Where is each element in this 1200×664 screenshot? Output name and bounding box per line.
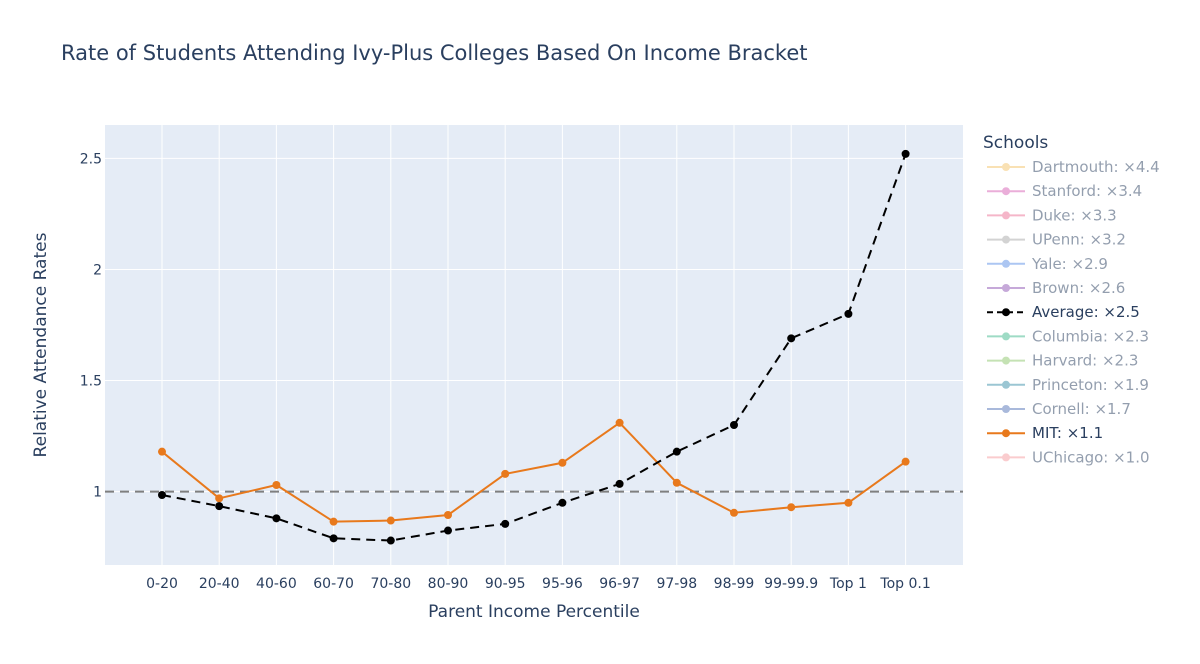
x-tick-label: 40-60 bbox=[256, 576, 297, 592]
x-tick-label: Top 1 bbox=[829, 576, 867, 592]
legend-label: Duke: ×3.3 bbox=[1032, 206, 1117, 224]
legend-swatch-marker bbox=[1002, 163, 1010, 171]
legend-item[interactable]: Harvard: ×2.3 bbox=[987, 352, 1138, 370]
data-point bbox=[444, 526, 452, 535]
x-tick-label: Top 0.1 bbox=[879, 576, 930, 592]
legend-item[interactable]: Princeton: ×1.9 bbox=[987, 376, 1149, 394]
data-point bbox=[615, 479, 624, 488]
y-tick-label: 1.5 bbox=[80, 374, 102, 390]
legend-label: UChicago: ×1.0 bbox=[1032, 448, 1150, 466]
legend-label: Average: ×2.5 bbox=[1032, 303, 1140, 321]
legend-item[interactable]: Columbia: ×2.3 bbox=[987, 327, 1149, 345]
legend-swatch-marker bbox=[1002, 380, 1010, 389]
data-point bbox=[329, 517, 338, 526]
x-tick-label: 99-99.9 bbox=[764, 576, 818, 592]
legend-item[interactable]: Cornell: ×1.7 bbox=[987, 400, 1131, 418]
legend-swatch-marker bbox=[1002, 429, 1010, 438]
y-tick-label: 1 bbox=[93, 485, 102, 501]
data-point bbox=[272, 481, 281, 489]
data-point bbox=[901, 457, 910, 466]
legend-swatch-marker bbox=[1002, 356, 1010, 365]
x-tick-label: 90-95 bbox=[485, 576, 526, 592]
data-point bbox=[444, 511, 452, 519]
data-point bbox=[672, 447, 681, 456]
legend-swatch-marker bbox=[1002, 308, 1010, 317]
data-point bbox=[787, 334, 796, 343]
legend-label: Princeton: ×1.9 bbox=[1032, 376, 1149, 394]
x-tick-label: 80-90 bbox=[428, 576, 469, 592]
data-point bbox=[844, 498, 853, 507]
legend: Dartmouth: ×4.4 Stanford: ×3.4 Duke: ×3.3 U… bbox=[987, 158, 1160, 466]
data-point bbox=[615, 418, 624, 427]
x-tick-label: 97-98 bbox=[656, 576, 697, 592]
legend-swatch-marker bbox=[1002, 187, 1010, 196]
legend-item[interactable]: MIT: ×1.1 bbox=[987, 424, 1103, 442]
legend-label: Harvard: ×2.3 bbox=[1032, 352, 1138, 370]
data-point bbox=[158, 491, 166, 499]
legend-label: Stanford: ×3.4 bbox=[1032, 182, 1142, 200]
series-line bbox=[161, 153, 907, 542]
data-point bbox=[501, 519, 510, 528]
legend-item[interactable]: Dartmouth: ×4.4 bbox=[987, 158, 1160, 176]
legend-swatch-marker bbox=[1002, 453, 1010, 462]
data-point bbox=[215, 502, 224, 511]
y-tick-label: 2.5 bbox=[80, 151, 102, 167]
x-tick-label: 70-80 bbox=[370, 576, 411, 592]
series-average bbox=[158, 149, 910, 545]
data-point bbox=[844, 309, 853, 318]
chart-title: Rate of Students Attending Ivy-Plus Coll… bbox=[61, 41, 807, 65]
legend-swatch-marker bbox=[1002, 284, 1010, 292]
legend-swatch-marker bbox=[1002, 332, 1010, 341]
legend-item[interactable]: Brown: ×2.6 bbox=[987, 279, 1125, 297]
data-point bbox=[672, 478, 681, 487]
legend-label: Yale: ×2.9 bbox=[1031, 255, 1108, 273]
x-axis-title: Parent Income Percentile bbox=[428, 602, 640, 622]
x-tick-label: 20-40 bbox=[199, 576, 240, 592]
x-tick-label: 98-99 bbox=[714, 576, 755, 592]
legend-item[interactable]: UChicago: ×1.0 bbox=[987, 448, 1150, 466]
legend-swatch-marker bbox=[1002, 235, 1010, 244]
legend-item[interactable]: Stanford: ×3.4 bbox=[987, 182, 1142, 200]
legend-item[interactable]: Yale: ×2.9 bbox=[987, 255, 1108, 273]
data-point bbox=[158, 447, 166, 456]
y-axis-title: Relative Attendance Rates bbox=[31, 232, 51, 457]
legend-swatch-marker bbox=[1002, 405, 1010, 413]
legend-swatch-marker bbox=[1002, 259, 1010, 268]
data-point bbox=[901, 149, 910, 158]
series-line bbox=[161, 421, 907, 523]
x-tick-label: 95-96 bbox=[542, 576, 583, 592]
plot-area bbox=[105, 125, 963, 565]
data-point bbox=[329, 534, 338, 543]
legend-label: Columbia: ×2.3 bbox=[1032, 327, 1149, 345]
data-point bbox=[558, 458, 567, 467]
legend-label: Brown: ×2.6 bbox=[1032, 279, 1125, 297]
x-tick-label: 0-20 bbox=[146, 576, 178, 592]
data-point bbox=[787, 503, 796, 512]
legend-label: Dartmouth: ×4.4 bbox=[1032, 158, 1160, 176]
x-tick-label: 60-70 bbox=[313, 576, 354, 592]
data-point bbox=[730, 508, 738, 517]
legend-swatch-marker bbox=[1002, 211, 1010, 220]
legend-label: MIT: ×1.1 bbox=[1032, 424, 1103, 442]
data-point bbox=[272, 514, 281, 523]
data-point bbox=[558, 498, 567, 507]
data-point bbox=[730, 421, 738, 429]
legend-item[interactable]: UPenn: ×3.2 bbox=[987, 231, 1126, 249]
legend-item[interactable]: Average: ×2.5 bbox=[987, 303, 1140, 321]
legend-title: Schools bbox=[983, 133, 1048, 153]
series-mit bbox=[158, 418, 910, 526]
data-point bbox=[215, 494, 224, 503]
series-layer bbox=[158, 149, 910, 545]
legend-item[interactable]: Duke: ×3.3 bbox=[987, 206, 1117, 224]
tick-labels: 0-20 20-40 40-60 60-70 70-80 80-90 90-95 95-96 9… bbox=[80, 151, 931, 592]
legend-label: Cornell: ×1.7 bbox=[1032, 400, 1131, 418]
data-point bbox=[386, 536, 395, 545]
x-tick-label: 96-97 bbox=[599, 576, 640, 592]
legend-label: UPenn: ×3.2 bbox=[1032, 231, 1126, 249]
data-point bbox=[386, 516, 395, 525]
data-point bbox=[501, 469, 510, 478]
y-tick-label: 2 bbox=[93, 262, 102, 278]
